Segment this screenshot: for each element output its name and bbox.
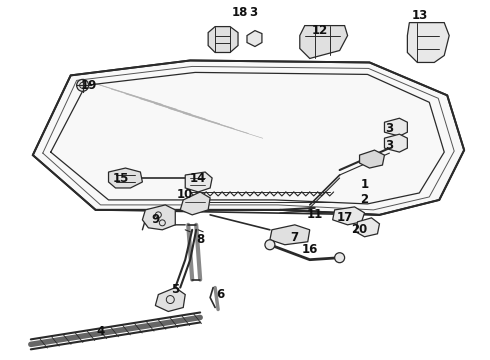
Polygon shape — [356, 218, 379, 237]
Text: 18: 18 — [232, 6, 248, 19]
Text: 2: 2 — [361, 193, 368, 206]
Circle shape — [335, 253, 344, 263]
Polygon shape — [143, 205, 175, 230]
Polygon shape — [155, 288, 185, 311]
Polygon shape — [333, 207, 365, 225]
Text: 4: 4 — [97, 325, 105, 338]
Polygon shape — [385, 134, 407, 152]
Polygon shape — [208, 27, 238, 53]
Text: 10: 10 — [177, 188, 194, 202]
Polygon shape — [300, 26, 347, 58]
Polygon shape — [385, 118, 407, 136]
Polygon shape — [33, 60, 464, 215]
Text: 19: 19 — [80, 79, 97, 92]
Text: 17: 17 — [337, 211, 353, 224]
Text: 5: 5 — [171, 283, 179, 296]
Text: 20: 20 — [351, 223, 368, 236]
Text: 16: 16 — [301, 243, 318, 256]
Polygon shape — [185, 172, 212, 192]
Polygon shape — [407, 23, 449, 62]
Text: 11: 11 — [307, 208, 323, 221]
Circle shape — [265, 240, 275, 250]
Circle shape — [76, 80, 89, 91]
Text: 1: 1 — [361, 179, 368, 192]
Polygon shape — [360, 150, 385, 168]
Polygon shape — [180, 192, 210, 215]
Polygon shape — [108, 168, 143, 188]
Text: 3: 3 — [385, 122, 393, 135]
Text: 3: 3 — [249, 6, 257, 19]
Text: 6: 6 — [216, 288, 224, 301]
Text: 12: 12 — [312, 24, 328, 37]
Text: 13: 13 — [411, 9, 427, 22]
Text: 8: 8 — [196, 233, 204, 246]
Polygon shape — [270, 225, 310, 245]
Text: 9: 9 — [151, 213, 159, 226]
Text: 3: 3 — [385, 139, 393, 152]
Text: 15: 15 — [112, 171, 129, 185]
Text: 7: 7 — [291, 231, 299, 244]
Polygon shape — [247, 31, 262, 46]
Text: 14: 14 — [190, 171, 206, 185]
